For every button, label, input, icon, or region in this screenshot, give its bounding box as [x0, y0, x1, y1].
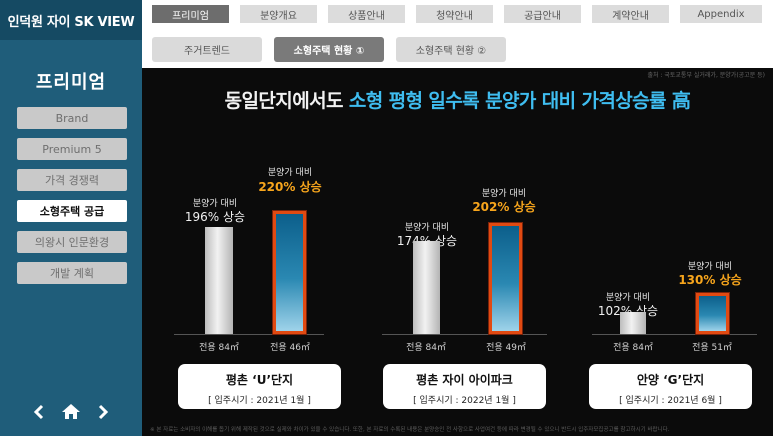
- sidebar-menu: Brand Premium 5 가격 경쟁력 소형주택 공급 의왕시 인문환경 …: [17, 107, 127, 293]
- bar-label-small: 분양가 대비: [404, 223, 450, 233]
- tab-subscription[interactable]: 청약안내: [416, 5, 493, 23]
- complex-name: 안양 ‘G’단지: [636, 373, 705, 387]
- headline: 동일단지에서도 소형 평형 일수록 분양가 대비 가격상승률 高: [142, 86, 773, 113]
- complex-name: 평촌 ‘U’단지: [225, 373, 294, 387]
- app-title: 인덕원 자이 SK VIEW: [0, 0, 142, 40]
- disclaimer-footnote: ※ 본 자료는 소비자의 이해를 돕기 위해 제작된 것으로 실제와 차이가 있…: [150, 427, 670, 433]
- tab-product[interactable]: 상품안내: [328, 5, 405, 23]
- bar-label-value: 130% 상승: [678, 273, 742, 287]
- bar-label-small: 분양가 대비: [267, 168, 313, 178]
- chevron-right-icon[interactable]: [97, 403, 109, 420]
- bar: [413, 241, 440, 334]
- move-in-date: [ 입주시기 : 2021년 6월 ]: [619, 396, 722, 406]
- sidebar-item-premium5[interactable]: Premium 5: [17, 138, 127, 160]
- chevron-left-icon[interactable]: [33, 403, 45, 420]
- bar-label-small: 분양가 대비: [192, 199, 238, 209]
- bar-label-small: 분양가 대비: [687, 262, 733, 272]
- top-nav-tabs: 프리미엄 분양개요 상품안내 청약안내 공급안내 계약안내 Appendix: [152, 5, 768, 23]
- complex-name: 평촌 자이 아이파크: [416, 373, 513, 387]
- tab-supply[interactable]: 공급안내: [504, 5, 581, 23]
- subtab-small-housing-2[interactable]: 소형주택 현황 ②: [396, 37, 506, 62]
- complex-card: 안양 ‘G’단지 [ 입주시기 : 2021년 6월 ]: [589, 364, 752, 409]
- sidebar-section-title: 프리미엄: [35, 72, 107, 93]
- bar: [273, 211, 306, 334]
- sidebar-item-environment[interactable]: 의왕시 인문환경: [17, 231, 127, 253]
- area-label: 전용 84㎡: [406, 343, 446, 353]
- source-note: 출처 : 국토교통부 실거래가, 분양가(공고문 등): [647, 72, 765, 79]
- bar-label-value: 220% 상승: [258, 180, 322, 194]
- bar-label-value: 202% 상승: [472, 200, 536, 214]
- complex-card: 평촌 ‘U’단지 [ 입주시기 : 2021년 1월 ]: [178, 364, 341, 409]
- bar: [620, 312, 646, 334]
- baseline: [382, 334, 547, 335]
- baseline: [174, 334, 324, 335]
- bar-label-small: 분양가 대비: [605, 293, 651, 303]
- bar: [205, 227, 233, 334]
- sidebar-item-brand[interactable]: Brand: [17, 107, 127, 129]
- subtab-housing-trend[interactable]: 주거트렌드: [152, 37, 262, 62]
- bar: [489, 223, 522, 334]
- tab-appendix[interactable]: Appendix: [680, 5, 762, 23]
- complex-card: 평촌 자이 아이파크 [ 입주시기 : 2022년 1월 ]: [383, 364, 546, 409]
- subtab-small-housing-1[interactable]: 소형주택 현황 ①: [274, 37, 384, 62]
- area-label: 전용 49㎡: [486, 343, 526, 353]
- bar-label-value: 196% 상승: [184, 210, 246, 224]
- sidebar-item-small-housing[interactable]: 소형주택 공급: [17, 200, 127, 222]
- bar: [696, 293, 729, 334]
- sidebar-item-development[interactable]: 개발 계획: [17, 262, 127, 284]
- home-icon[interactable]: [61, 403, 81, 420]
- bar-label-small: 분양가 대비: [481, 189, 527, 199]
- sidebar: 인덕원 자이 SK VIEW 프리미엄 Brand Premium 5 가격 경…: [0, 0, 142, 436]
- sidebar-nav: [0, 403, 142, 420]
- area-label: 전용 84㎡: [613, 343, 653, 353]
- baseline: [592, 334, 757, 335]
- move-in-date: [ 입주시기 : 2021년 1월 ]: [208, 396, 311, 406]
- tab-overview[interactable]: 분양개요: [240, 5, 317, 23]
- area-label: 전용 51㎡: [692, 343, 732, 353]
- sub-nav-tabs: 주거트렌드 소형주택 현황 ① 소형주택 현황 ②: [152, 37, 506, 62]
- headline-highlight: 소형 평형 일수록 분양가 대비 가격상승률 高: [348, 90, 691, 112]
- tab-premium[interactable]: 프리미엄: [152, 5, 229, 23]
- sidebar-item-price[interactable]: 가격 경쟁력: [17, 169, 127, 191]
- area-label: 전용 46㎡: [270, 343, 310, 353]
- area-label: 전용 84㎡: [199, 343, 239, 353]
- headline-plain: 동일단지에서도: [224, 90, 349, 112]
- content-panel: 출처 : 국토교통부 실거래가, 분양가(공고문 등) 동일단지에서도 소형 평…: [142, 68, 773, 436]
- move-in-date: [ 입주시기 : 2022년 1월 ]: [413, 396, 516, 406]
- tab-contract[interactable]: 계약안내: [592, 5, 669, 23]
